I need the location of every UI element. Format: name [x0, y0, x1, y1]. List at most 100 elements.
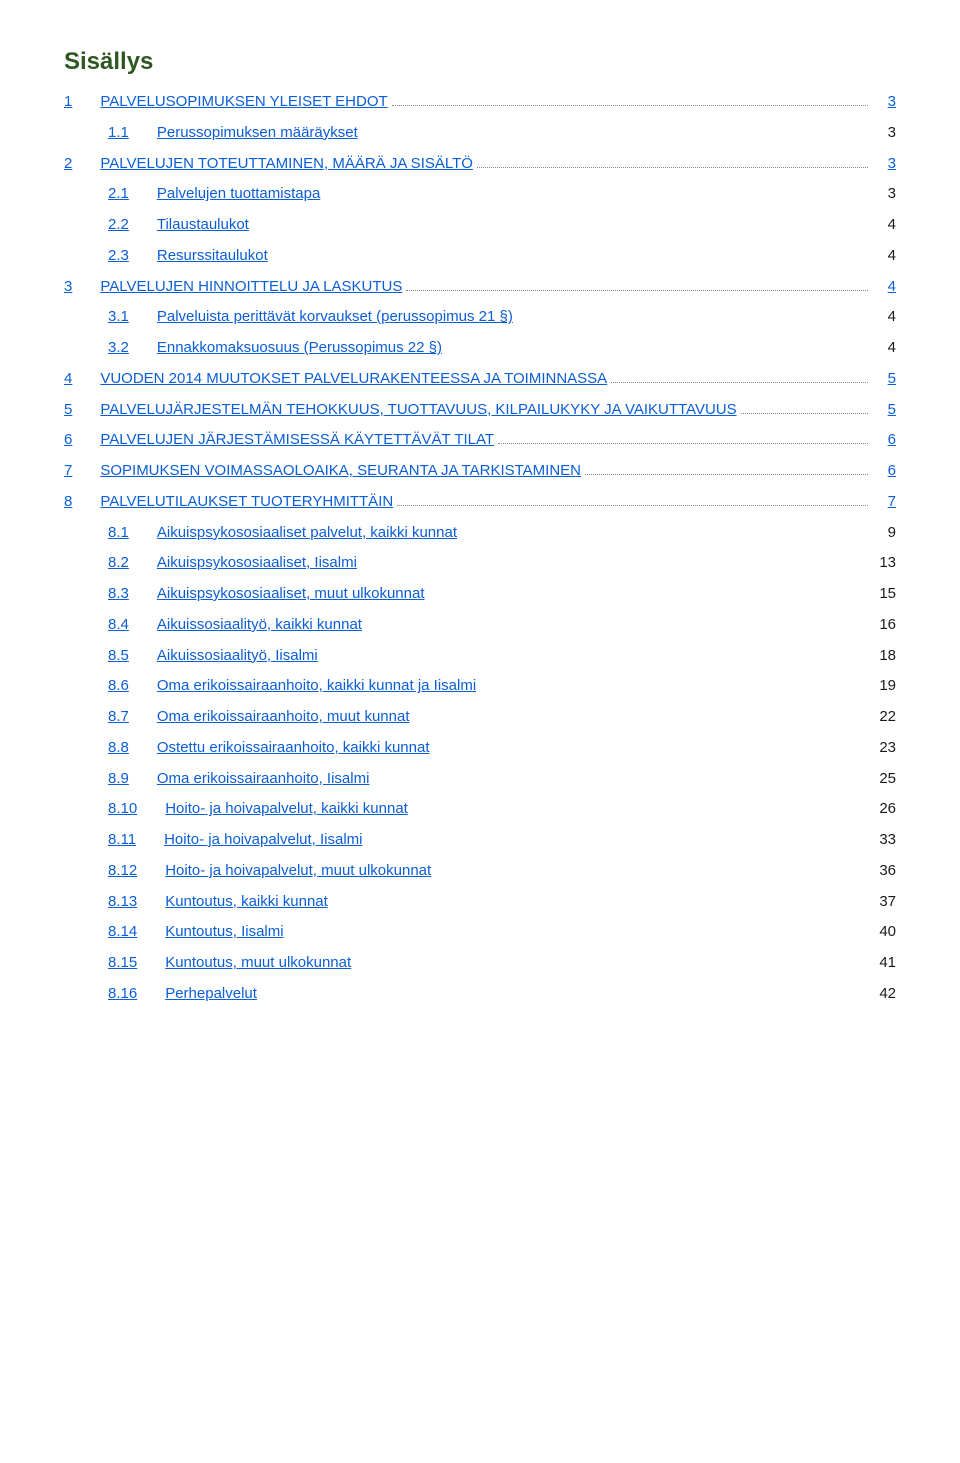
toc-entry-page[interactable]: 3 — [872, 90, 896, 115]
toc-entry-label[interactable]: SOPIMUKSEN VOIMASSAOLOAIKA, SEURANTA JA … — [100, 459, 581, 484]
toc-entry: 3.1 Palveluista perittävät korvaukset (pe… — [64, 305, 896, 330]
toc-entry-number[interactable]: 1.1 — [108, 121, 129, 146]
toc-entry-label[interactable]: Oma erikoissairaanhoito, Iisalmi — [157, 767, 370, 792]
toc-entry-label[interactable]: Aikuissosiaalityö, Iisalmi — [157, 644, 318, 669]
toc-entry: 2 PALVELUJEN TOTEUTTAMINEN, MÄÄRÄ JA SISÄ… — [64, 152, 896, 177]
toc-entry-page: 9 — [872, 521, 896, 546]
toc-entry-number[interactable]: 3 — [64, 275, 72, 300]
toc-entry-number[interactable]: 1 — [64, 90, 72, 115]
toc-entry-label[interactable]: Palvelujen tuottamistapa — [157, 182, 320, 207]
toc-entry-number[interactable]: 7 — [64, 459, 72, 484]
toc-entry-page: 15 — [872, 582, 896, 607]
toc-entry-page: 25 — [872, 767, 896, 792]
toc-entry-page[interactable]: 6 — [872, 459, 896, 484]
toc-entry-number[interactable]: 6 — [64, 428, 72, 453]
toc-entry-page: 4 — [872, 336, 896, 361]
toc-entry-label[interactable]: VUODEN 2014 MUUTOKSET PALVELURAKENTEESSA… — [100, 367, 607, 392]
toc-entry-page[interactable]: 5 — [872, 398, 896, 423]
toc-entry-page: 18 — [872, 644, 896, 669]
toc-entry-number[interactable]: 8.3 — [108, 582, 129, 607]
toc-entry: 8.6 Oma erikoissairaanhoito, kaikki kunna… — [64, 674, 896, 699]
toc-entry-label[interactable]: PALVELUJEN JÄRJESTÄMISESSÄ KÄYTETTÄVÄT T… — [100, 428, 494, 453]
toc-entry-label[interactable]: Hoito- ja hoivapalvelut, kaikki kunnat — [165, 797, 408, 822]
toc-entry-number[interactable]: 8.8 — [108, 736, 129, 761]
toc-entry-label[interactable]: Perhepalvelut — [165, 982, 257, 1007]
toc-entry: 1 PALVELUSOPIMUKSEN YLEISET EHDOT 3 — [64, 90, 896, 115]
toc-entry-page: 26 — [872, 797, 896, 822]
toc-entry-number[interactable]: 8.6 — [108, 674, 129, 699]
toc-entry-number[interactable]: 5 — [64, 398, 72, 423]
toc-leader — [392, 105, 868, 106]
toc-entry-label[interactable]: Palveluista perittävät korvaukset (perus… — [157, 305, 513, 330]
toc-entry-page[interactable]: 7 — [872, 490, 896, 515]
toc-entry-number[interactable]: 2.2 — [108, 213, 129, 238]
toc-entry-page[interactable]: 5 — [872, 367, 896, 392]
toc-entry-number[interactable]: 3.2 — [108, 336, 129, 361]
toc-entry-label[interactable]: Hoito- ja hoivapalvelut, Iisalmi — [164, 828, 362, 853]
toc-entry-page: 16 — [872, 613, 896, 638]
toc-entry: 8.7Oma erikoissairaanhoito, muut kunnat2… — [64, 705, 896, 730]
toc-entry-number[interactable]: 8.2 — [108, 551, 129, 576]
toc-entry: 8.14Kuntoutus, Iisalmi40 — [64, 920, 896, 945]
toc-entry-label[interactable]: Oma erikoissairaanhoito, kaikki kunnat j… — [157, 674, 476, 699]
toc-entry-number[interactable]: 8.4 — [108, 613, 129, 638]
toc-entry-label[interactable]: PALVELUJEN TOTEUTTAMINEN, MÄÄRÄ JA SISÄL… — [100, 152, 473, 177]
toc-entry-page[interactable]: 6 — [872, 428, 896, 453]
toc-entry-number[interactable]: 8 — [64, 490, 72, 515]
toc-entry-number[interactable]: 4 — [64, 367, 72, 392]
toc-entry: 6 PALVELUJEN JÄRJESTÄMISESSÄ KÄYTETTÄVÄT … — [64, 428, 896, 453]
toc-entry-number[interactable]: 8.12 — [108, 859, 137, 884]
toc-entry-label[interactable]: Kuntoutus, kaikki kunnat — [165, 890, 328, 915]
toc-entry-page[interactable]: 4 — [872, 275, 896, 300]
toc-entry: 3.2 Ennakkomaksuosuus (Perussopimus 22 §)… — [64, 336, 896, 361]
toc-entry-page: 3 — [872, 121, 896, 146]
toc-entry-number[interactable]: 2.3 — [108, 244, 129, 269]
toc-entry: 8.1 Aikuispsykososiaaliset palvelut, kaik… — [64, 521, 896, 546]
toc-entry: 8.9 Oma erikoissairaanhoito, Iisalmi 25 — [64, 767, 896, 792]
toc-leader — [741, 413, 868, 414]
toc-entry-number[interactable]: 2.1 — [108, 182, 129, 207]
toc-entry: 4 VUODEN 2014 MUUTOKSET PALVELURAKENTEESS… — [64, 367, 896, 392]
toc-entry-label[interactable]: PALVELUSOPIMUKSEN YLEISET EHDOT — [100, 90, 387, 115]
toc-entry-number[interactable]: 8.1 — [108, 521, 129, 546]
toc-entry-label[interactable]: Kuntoutus, muut ulkokunnat — [165, 951, 351, 976]
toc-entry-number[interactable]: 8.10 — [108, 797, 137, 822]
toc-entry-label[interactable]: PALVELUTILAUKSET TUOTERYHMITTÄIN — [100, 490, 393, 515]
toc-entry-label[interactable]: Tilaustaulukot — [157, 213, 249, 238]
toc-entry-label[interactable]: Ostettu erikoissairaanhoito, kaikki kunn… — [157, 736, 430, 761]
toc-entry: 8.4 Aikuissosiaalityö, kaikki kunnat 16 — [64, 613, 896, 638]
toc-entry-number[interactable]: 8.9 — [108, 767, 129, 792]
toc-entry-label[interactable]: Oma erikoissairaanhoito, muut kunnat — [157, 705, 410, 730]
toc-entry-label[interactable]: Aikuispsykososiaaliset, muut ulkokunnat — [157, 582, 425, 607]
toc-entry-label[interactable]: Resurssitaulukot — [157, 244, 268, 269]
toc-entry-label[interactable]: Kuntoutus, Iisalmi — [165, 920, 283, 945]
toc-entry-label[interactable]: Hoito- ja hoivapalvelut, muut ulkokunnat — [165, 859, 431, 884]
toc-entry: 5 PALVELUJÄRJESTELMÄN TEHOKKUUS, TUOTTAVU… — [64, 398, 896, 423]
toc-entry-number[interactable]: 8.15 — [108, 951, 137, 976]
toc-title: Sisällys — [64, 48, 896, 76]
toc-entry-label[interactable]: Aikuispsykososiaaliset palvelut, kaikki … — [157, 521, 457, 546]
toc-entry-label[interactable]: Perussopimuksen määräykset — [157, 121, 358, 146]
toc-entry-number[interactable]: 8.11 — [108, 828, 136, 853]
toc-entry-page[interactable]: 3 — [872, 152, 896, 177]
toc-entry-label[interactable]: Aikuissosiaalityö, kaikki kunnat — [157, 613, 362, 638]
toc-entry-label[interactable]: Aikuispsykososiaaliset, Iisalmi — [157, 551, 357, 576]
toc-list: 1 PALVELUSOPIMUKSEN YLEISET EHDOT 3 1.1 Peru… — [64, 90, 896, 1007]
toc-entry-number[interactable]: 8.7 — [108, 705, 129, 730]
toc-entry-number[interactable]: 8.13 — [108, 890, 137, 915]
toc-entry: 8.5 Aikuissosiaalityö, Iisalmi 18 — [64, 644, 896, 669]
toc-entry-label[interactable]: Ennakkomaksuosuus (Perussopimus 22 §) — [157, 336, 442, 361]
toc-entry-page: 37 — [872, 890, 896, 915]
toc-entry: 8.10 Hoito- ja hoivapalvelut, kaikki kunn… — [64, 797, 896, 822]
toc-entry: 8.8 Ostettu erikoissairaanhoito, kaikki k… — [64, 736, 896, 761]
toc-entry-label[interactable]: PALVELUJÄRJESTELMÄN TEHOKKUUS, TUOTTAVUU… — [100, 398, 736, 423]
toc-entry: 8.2Aikuispsykososiaaliset, Iisalmi13 — [64, 551, 896, 576]
toc-entry-number[interactable]: 2 — [64, 152, 72, 177]
toc-entry-number[interactable]: 3.1 — [108, 305, 129, 330]
toc-entry-label[interactable]: PALVELUJEN HINNOITTELU JA LASKUTUS — [100, 275, 402, 300]
toc-entry-page: 4 — [872, 244, 896, 269]
toc-entry: 8.3 Aikuispsykososiaaliset, muut ulkokunn… — [64, 582, 896, 607]
toc-entry-number[interactable]: 8.14 — [108, 920, 137, 945]
toc-entry-number[interactable]: 8.16 — [108, 982, 137, 1007]
toc-entry-number[interactable]: 8.5 — [108, 644, 129, 669]
